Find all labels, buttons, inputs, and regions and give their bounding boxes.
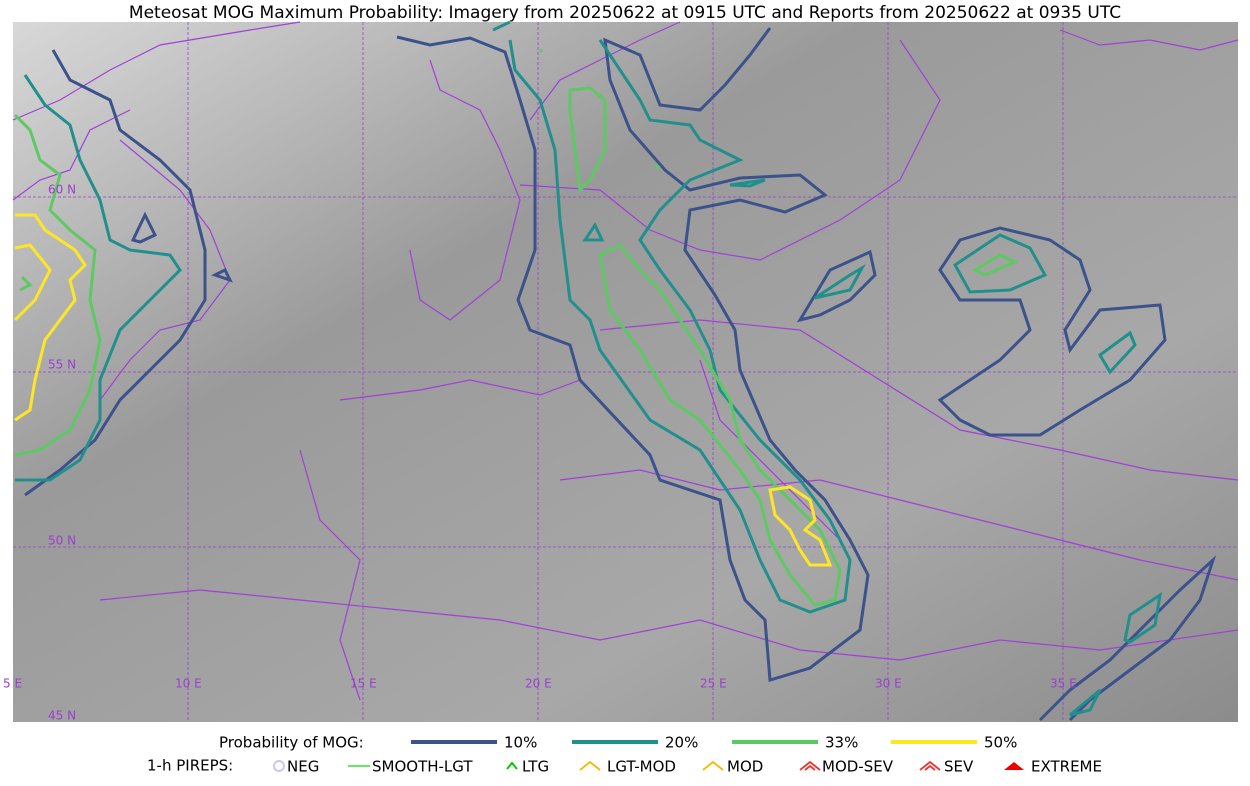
legend-title: Probability of MOG: (219, 734, 364, 752)
pirep-symbol (506, 761, 518, 770)
lat-label: 50 N (48, 534, 76, 548)
legend-label: 10% (504, 734, 537, 752)
lon-label: 15 E (350, 677, 377, 691)
pirep-symbol (799, 760, 821, 771)
pirep-symbol (919, 760, 941, 771)
pirep-symbol (702, 760, 724, 771)
pirep-symbol (273, 760, 285, 772)
legend-label: EXTREME (1031, 758, 1102, 776)
lat-label: 60 N (48, 183, 76, 197)
pirep-symbol (1004, 762, 1024, 770)
coastlines (12, 21, 1239, 701)
lon-label: 35 E (1050, 677, 1077, 691)
pirep-symbol (579, 760, 601, 771)
lon-label: 10 E (175, 677, 202, 691)
lat-label: 55 N (48, 358, 76, 372)
lon-label: 20 E (525, 677, 552, 691)
graticule-labels: 60 N 55 N 50 N 45 N 5 E 10 E 15 E 20 E 2… (3, 183, 1077, 723)
legend-label: 50% (984, 734, 1017, 752)
probability-contours (13, 20, 1217, 722)
legend-title: 1-h PIREPS: (147, 757, 233, 775)
legend: 10% 20% 33% 50% NEG SMOOTH-LGT LTG LGT-MOD MOD MO… (273, 734, 1102, 776)
legend-label: LGT-MOD (607, 758, 676, 776)
legend-label: MOD (727, 758, 763, 776)
title: Meteosat MOG Maximum Probability: Imager… (129, 3, 1121, 23)
legend-label: NEG (287, 758, 319, 776)
lon-label: 25 E (700, 677, 727, 691)
lon-label: 30 E (875, 677, 902, 691)
lat-label: 45 N (48, 709, 76, 723)
lon-label: 5 E (3, 677, 22, 691)
legend-label: SMOOTH-LGT (372, 758, 473, 776)
legend-label: SEV (944, 758, 974, 776)
legend-label: 33% (825, 734, 858, 752)
legend-label: LTG (522, 758, 549, 776)
legend-label: MOD-SEV (822, 758, 894, 776)
legend-label: 20% (665, 734, 698, 752)
